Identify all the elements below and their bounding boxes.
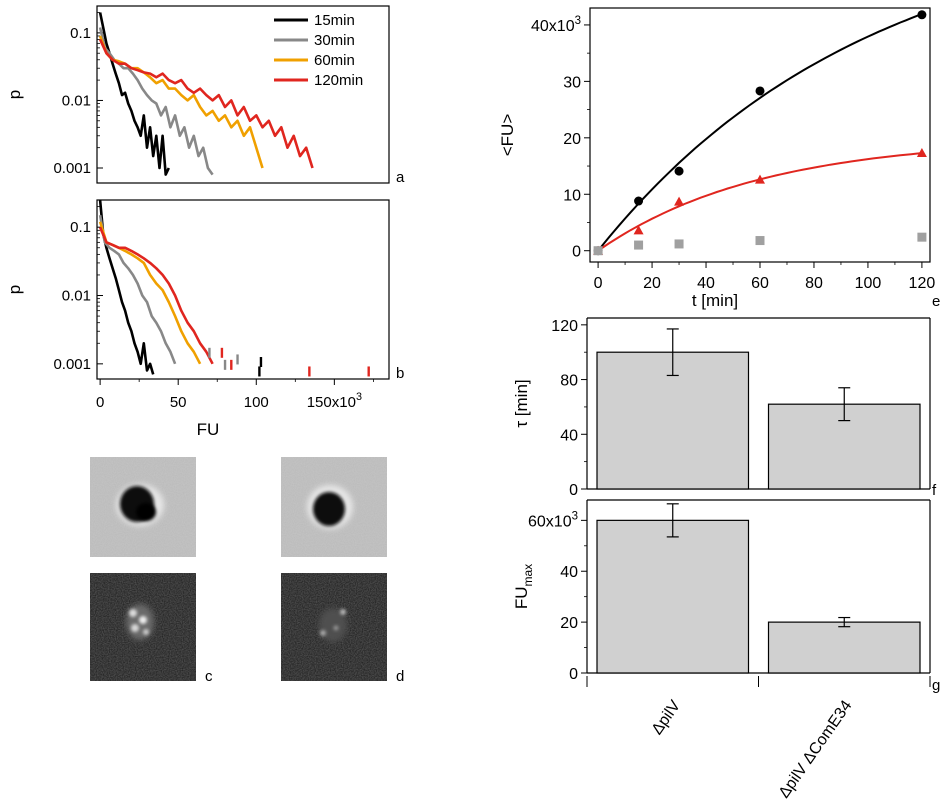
y-tick-label: 20 [560, 615, 578, 632]
panel-label-d: d [396, 668, 404, 685]
panel-g-chart: 0 20 40 60x103 ΔpilV ΔpilV ΔComE34 FUmax [512, 499, 931, 800]
data-point-triangle [633, 225, 644, 235]
y-tick-label: 80 [560, 373, 578, 390]
x-tick-label: 0 [594, 275, 603, 292]
y-tick-label: 0.001 [53, 160, 91, 177]
y-axis-label: p [5, 90, 24, 99]
data-point-circle [917, 10, 927, 20]
y-tick-label: 0 [569, 666, 578, 683]
panel-e-chart: 0 10 20 30 40x103 0 20 40 60 80 100 120 t [min] <FU> [498, 7, 936, 310]
y-tick-label: 0.1 [70, 25, 91, 42]
data-point-triangle [916, 148, 927, 158]
micrograph-c-fluorescence [90, 573, 196, 681]
series-line-120min [98, 38, 314, 169]
micrograph-d-phase [281, 457, 387, 557]
x-tick-label: 80 [805, 275, 823, 292]
y-tick-label: 40 [560, 427, 578, 444]
legend-label: 15min [314, 12, 355, 29]
x-tick-label: 40 [697, 275, 715, 292]
y-tick-label: 60x103 [528, 510, 578, 530]
y-tick-label: 10 [563, 187, 581, 204]
y-tick-label: 20 [563, 131, 581, 148]
x-tick-label: 100 [244, 394, 269, 411]
x-axis-label: t [min] [692, 291, 738, 310]
data-point-circle [634, 196, 644, 206]
y-axis-label: τ [min] [512, 379, 531, 427]
data-point-square [917, 232, 927, 242]
x-tick-label: 0 [96, 394, 104, 411]
x-tick-label: 60 [751, 275, 769, 292]
micrograph-c-phase [90, 457, 196, 557]
series-line-30min [98, 214, 177, 365]
panel-label-f: f [932, 482, 937, 499]
x-tick-label: 120 [909, 275, 936, 292]
y-tick-label: 0.1 [70, 219, 91, 236]
y-axis-label: p [5, 285, 24, 294]
y-tick-label: 0 [569, 482, 578, 499]
y-tick-label: 30 [563, 74, 581, 91]
data-point-triangle [755, 174, 765, 184]
x-tick-label: 100 [855, 275, 882, 292]
panel-label-c: c [205, 668, 213, 685]
y-axis-label: <FU> [498, 114, 517, 157]
panel-label-e: e [932, 293, 940, 310]
legend-label: 120min [314, 72, 363, 89]
series-line-15min [98, 12, 170, 176]
x-tick-label: 20 [643, 275, 661, 292]
y-tick-label: 120 [551, 318, 578, 335]
data-point-square [634, 240, 644, 250]
y-tick-label: 40 [560, 564, 578, 581]
data-point-circle [674, 166, 684, 176]
data-point-square [593, 246, 603, 256]
panel-a-chart: 0.1 0.01 0.001 p 15min 30min 60min 120min [5, 5, 390, 184]
category-label: ΔpilV [649, 697, 685, 738]
data-point-triangle [674, 196, 685, 206]
bar-0 [596, 519, 750, 674]
x-tick-label: 150x103 [307, 391, 362, 411]
panel-label-b: b [396, 365, 404, 382]
series-line-120min [98, 226, 214, 365]
bar-1 [767, 621, 921, 674]
series-line-60min [98, 221, 202, 365]
y-tick-label: 0.01 [62, 92, 91, 109]
y-axis-label: FUmax [512, 564, 535, 609]
panel-b-chart: 0.1 0.01 0.001 p 0 50 100 150x103 FU [5, 199, 390, 439]
micrograph-d-fluorescence [281, 573, 387, 681]
y-tick-label: 0.001 [53, 356, 91, 373]
data-point-square [755, 236, 765, 246]
legend-label: 30min [314, 32, 355, 49]
y-tick-label: 0.01 [62, 288, 91, 305]
series-line-60min [98, 35, 264, 169]
plot-frame [96, 199, 390, 380]
plot-frame [96, 5, 390, 184]
panel-label-a: a [396, 169, 405, 186]
category-label: ΔpilV ΔComE34 [776, 697, 856, 800]
legend-label: 60min [314, 52, 355, 69]
x-tick-label: 50 [170, 394, 187, 411]
y-tick-label: 40x103 [531, 15, 581, 35]
fit-curve [597, 13, 923, 252]
panel-f-chart: 0 40 80 120 τ [min] [512, 317, 931, 499]
data-point-square [674, 239, 684, 249]
panel-label-g: g [932, 677, 940, 694]
data-point-circle [755, 86, 765, 96]
x-axis-label: FU [197, 420, 220, 439]
y-tick-label: 0 [572, 244, 581, 261]
series-line-15min [98, 199, 155, 375]
